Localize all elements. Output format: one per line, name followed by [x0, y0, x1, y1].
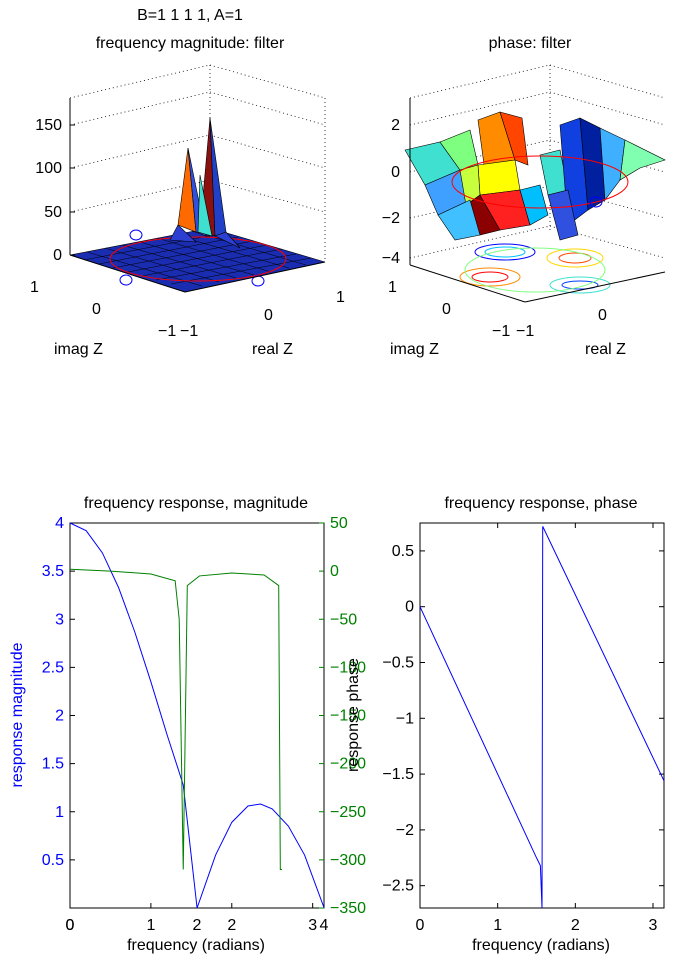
panel1-ylabel: imag Z — [54, 341, 103, 358]
series-magnitude — [69, 522, 325, 909]
panel1-y-tick: −1 — [158, 323, 176, 340]
panel2-xlabel: real Z — [585, 341, 626, 358]
panel1-title-line2: frequency magnitude: filter — [96, 35, 285, 52]
panel2-y-tick: 0 — [442, 301, 451, 318]
panel2-unit-circle — [451, 155, 629, 209]
series-phase-response — [419, 526, 665, 909]
panel1-zero-marker — [129, 229, 143, 241]
panel4-y-tick-label: 0 — [405, 599, 414, 616]
panel1-zero-marker — [119, 274, 133, 286]
panel3-right-y-tick-label: 50 — [330, 515, 348, 532]
panel4-x-tick-label: 1 — [493, 917, 502, 934]
panel1-xlabel: real Z — [252, 341, 293, 358]
panel1-z-tick: 50 — [44, 204, 62, 221]
panel3-y-tick-label: 3 — [55, 611, 64, 628]
panel3-right-y-tick-label: −250 — [330, 804, 366, 821]
panel3-series — [69, 522, 325, 909]
panel3-right-y-tick-label: −50 — [330, 611, 357, 628]
panel1-x-tick: 0 — [264, 307, 273, 324]
panel3-x-tick-label: 3 — [308, 917, 317, 934]
panel4-xlabel: frequency (radians) — [472, 937, 610, 954]
panel2-x-tick: −1 — [516, 323, 534, 340]
panel3-title: frequency response, magnitude — [84, 495, 308, 512]
panel3-right-y-tick-label: −300 — [330, 852, 366, 869]
panel3-y-tick-label: 0.5 — [42, 852, 64, 869]
panel2-z-tick: 2 — [391, 117, 400, 134]
panel2-contours — [459, 243, 611, 294]
panel1-peaks — [169, 117, 241, 249]
panel3-y-tick-label: 3.5 — [42, 563, 64, 580]
panel1-y-tick: 1 — [30, 279, 39, 296]
panel2-axes — [409, 98, 666, 303]
panel3-y-tick-label: 1.5 — [42, 756, 64, 773]
panel3-xlabel: frequency (radians) — [127, 937, 265, 954]
panel3-right-y-ticks: −350 −300 −250 −200 −150 −100 −50 0 50 — [319, 515, 366, 917]
panel4-y-tick-label: 0.5 — [392, 543, 414, 560]
panel3-ylabel: response magnitude — [9, 642, 26, 787]
panel3-plot-box — [69, 522, 325, 909]
panel2-z-tick: −4 — [382, 250, 400, 267]
panel3-y-tick-label: 2 — [55, 708, 64, 725]
panel2-ylabel: imag Z — [390, 341, 439, 358]
panel3-x-tick-label: 0 — [66, 917, 75, 934]
panel1-y-tick: 0 — [92, 301, 101, 318]
panel3-y-tick-label: 4 — [55, 515, 64, 532]
panel4-y-tick-label: −1.5 — [382, 766, 414, 783]
panel3-right-y-tick-label: −350 — [330, 900, 366, 917]
panel3-right-y-tick-label: −100 — [330, 659, 366, 676]
panel2-z-tick: −2 — [382, 210, 400, 227]
panel1-z-tick: 0 — [53, 247, 62, 264]
panel4-y-tick-label: −2.5 — [382, 878, 414, 895]
panel3-y-tick-label: 1 — [55, 804, 64, 821]
panel2-x-tick: 0 — [598, 307, 607, 324]
panel3-x-tick-label: 1 — [146, 917, 155, 934]
panel2-zero-marker — [589, 196, 603, 208]
panel1-grid — [69, 64, 326, 260]
panel4-series — [419, 526, 665, 909]
panel4-y-ticks: −2.5 −2 −1.5 −1 −0.5 0 0.5 — [382, 543, 664, 895]
panel1-title-line1: B=1 1 1 1, A=1 — [137, 7, 243, 24]
panel1-z-tick: 150 — [35, 117, 62, 134]
panel3-x-tick-label-extra: 0 — [66, 917, 75, 934]
panel4-title: frequency response, phase — [444, 495, 637, 512]
panel4-x-tick-label: 0 — [416, 917, 425, 934]
panel3-ylabel-right: response phase — [345, 658, 362, 772]
panel-magnitude-surface: B=1 1 1 1, A=1 frequency magnitude: filt… — [30, 7, 345, 358]
panel3-x-tick-label-extra: 2 — [193, 917, 202, 934]
panel4-y-tick-label: −2 — [396, 822, 414, 839]
panel2-title: phase: filter — [489, 35, 572, 52]
panel1-axes — [69, 98, 326, 293]
panel-phase-surface: phase: filter — [382, 35, 666, 358]
panel3-x-tick-label: 2 — [227, 917, 236, 934]
panel1-z-tick: 100 — [35, 160, 62, 177]
panel-frequency-magnitude: frequency response, magnitude 0.5 1 1.5 2 2.… — [9, 495, 366, 954]
panel2-y-tick: 1 — [388, 279, 397, 296]
panel3-right-y-tick-label: 0 — [330, 563, 339, 580]
panel1-surface-floor — [69, 227, 326, 293]
panel1-unit-circle — [109, 236, 287, 282]
panel4-x-ticks: 0 1 2 3 — [416, 523, 658, 934]
panel3-x-tick-label-extra: 4 — [320, 917, 329, 934]
panel3-right-y-tick-label: −150 — [330, 708, 366, 725]
panel2-surface — [404, 111, 666, 241]
panel1-x-tick: −1 — [180, 323, 198, 340]
panel3-x-ticks: 0 1 2 30 2 4 — [66, 903, 329, 934]
panel3-y-ticks: 0.5 1 1.5 2 2.5 3 3.5 4 — [42, 515, 75, 869]
panel2-z-tick: 0 — [391, 164, 400, 181]
panel2-y-tick: −1 — [492, 323, 510, 340]
series-phase — [69, 568, 282, 870]
panel4-x-tick-label: 2 — [571, 917, 580, 934]
panel4-y-tick-label: −1 — [396, 710, 414, 727]
panel3-y-tick-label: 2.5 — [42, 659, 64, 676]
panel4-y-tick-label: −0.5 — [382, 654, 414, 671]
panel1-x-tick: 1 — [336, 289, 345, 306]
panel-frequency-phase: frequency response, phase −2.5 −2 −1.5 −1 −0… — [382, 495, 665, 954]
panel4-x-tick-label: 3 — [649, 917, 658, 934]
panel3-right-y-tick-label: −200 — [330, 756, 366, 773]
